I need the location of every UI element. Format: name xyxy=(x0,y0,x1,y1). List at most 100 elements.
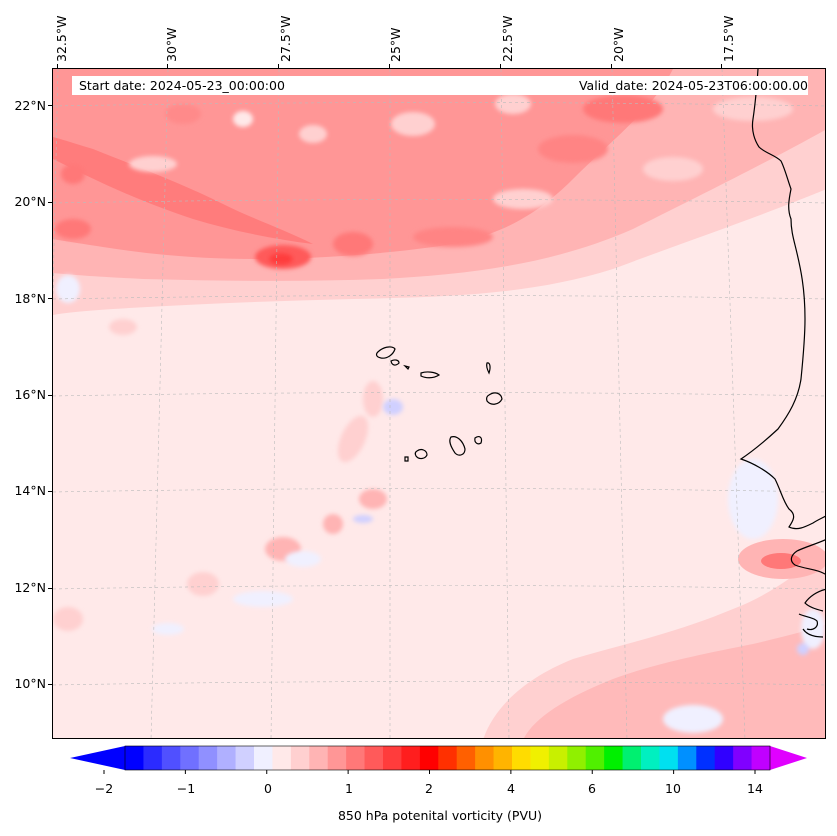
cbar-tick-0: 0 xyxy=(264,781,272,796)
lat-tick-14n xyxy=(48,491,52,492)
island-santiago xyxy=(449,436,466,456)
colorbar-cell xyxy=(696,746,716,770)
pv-band-southeast-core xyxy=(524,624,825,738)
island-santo-antao xyxy=(375,346,396,359)
colorbar-cell xyxy=(217,746,237,770)
colorbar-cell xyxy=(346,746,366,770)
cbar-tick-4: 4 xyxy=(507,781,515,796)
island-brava xyxy=(404,456,409,462)
colorbar-cell xyxy=(198,746,218,770)
colorbar-cell xyxy=(125,746,144,770)
colorbar-cell xyxy=(493,746,513,770)
colorbar-cell xyxy=(364,746,384,770)
cbar-tick-neg1: −1 xyxy=(176,781,196,796)
colorbar-title: 850 hPa potenital vorticity (PVU) xyxy=(337,808,543,823)
lat-label-20n: 20°N xyxy=(14,194,46,209)
island-sal xyxy=(486,362,491,375)
colorbar-cell xyxy=(290,746,310,770)
cbar-tick-10: 10 xyxy=(665,781,681,796)
pv-patches-north xyxy=(55,94,793,269)
colorbar-cell xyxy=(143,746,163,770)
lon-tick-22-5w xyxy=(500,64,501,68)
pv-field-map xyxy=(53,69,825,738)
colorbar-cell xyxy=(401,746,421,770)
colorbar-cell xyxy=(309,746,329,770)
lon-tick-27-5w xyxy=(278,64,279,68)
lon-label-27-5w: 27.5°W xyxy=(278,15,293,62)
pv-coast-core xyxy=(761,553,801,569)
lat-tick-10n xyxy=(48,684,52,685)
start-date-label: Start date: 2024-05-23_00:00:00 xyxy=(79,78,285,93)
lon-label-30w: 30°W xyxy=(164,27,179,62)
lat-label-14n: 14°N xyxy=(14,483,46,498)
island-maio xyxy=(474,436,483,445)
colorbar-extend-max xyxy=(770,746,807,770)
colorbar-cell xyxy=(641,746,660,770)
colorbar-cell xyxy=(419,746,439,770)
island-santa-luzia xyxy=(403,364,410,371)
island-sao-nicolau xyxy=(420,371,441,379)
colorbar-cell xyxy=(677,746,697,770)
lon-label-20w: 20°W xyxy=(611,27,626,62)
cbar-tick-neg2: −2 xyxy=(94,781,114,796)
colorbar-cell xyxy=(254,746,273,770)
colorbar-cell xyxy=(235,746,255,770)
lon-tick-32-5w xyxy=(57,64,58,68)
colorbar-cell xyxy=(714,746,734,770)
lat-tick-20n xyxy=(48,202,52,203)
gridlines xyxy=(53,69,825,738)
colorbar-cell xyxy=(438,746,458,770)
colorbar-cell xyxy=(733,746,753,770)
lat-tick-22n xyxy=(48,105,52,106)
colorbar-ticks xyxy=(103,770,756,774)
cape-verde-islands xyxy=(375,346,503,462)
island-boa-vista xyxy=(486,392,503,405)
colorbar-cell xyxy=(475,746,495,770)
lat-label-22n: 22°N xyxy=(14,98,46,113)
colorbar-cells xyxy=(125,746,771,770)
colorbar-cell xyxy=(327,746,347,770)
island-fogo xyxy=(414,449,428,460)
lon-tick-30w xyxy=(167,64,168,68)
colorbar-cell xyxy=(585,746,605,770)
date-info-box xyxy=(72,76,808,95)
colorbar xyxy=(70,745,807,774)
lat-label-12n: 12°N xyxy=(14,580,46,595)
lat-tick-16n xyxy=(48,395,52,396)
pv-filaments-central xyxy=(53,275,387,631)
map-panel xyxy=(52,68,826,739)
colorbar-cell xyxy=(622,746,642,770)
lat-label-18n: 18°N xyxy=(14,291,46,306)
colorbar-cell xyxy=(659,746,679,770)
lon-tick-25w xyxy=(389,64,390,68)
colorbar-cell xyxy=(180,746,200,770)
colorbar-outline xyxy=(124,745,771,771)
lon-label-25w: 25°W xyxy=(388,27,403,62)
lon-tick-20w xyxy=(611,64,612,68)
colorbar-cell xyxy=(530,746,550,770)
pv-band-north-inner xyxy=(53,137,313,244)
lon-label-17-5w: 17.5°W xyxy=(721,15,736,62)
valid-date-label: Valid_date: 2024-05-23T06:00:00.00 xyxy=(578,78,808,93)
lon-label-32-5w: 32.5°W xyxy=(54,15,69,62)
colorbar-cell xyxy=(512,746,531,770)
lon-tick-17-5w xyxy=(721,64,722,68)
colorbar-cell xyxy=(604,746,624,770)
colorbar-extend-min xyxy=(70,746,125,770)
africa-coastline-south xyxy=(790,539,825,638)
cbar-tick-1: 1 xyxy=(345,781,353,796)
colorbar-cell xyxy=(161,746,181,770)
lat-label-10n: 10°N xyxy=(14,676,46,691)
cbar-tick-14: 14 xyxy=(747,781,763,796)
colorbar-cell xyxy=(383,746,402,770)
island-sao-vicente xyxy=(390,359,400,366)
colorbar-cell xyxy=(567,746,587,770)
colorbar-cell xyxy=(456,746,476,770)
cbar-tick-6: 6 xyxy=(588,781,596,796)
colorbar-cell xyxy=(272,746,292,770)
cbar-tick-2: 2 xyxy=(425,781,433,796)
colorbar-cell xyxy=(548,746,568,770)
africa-coastline xyxy=(739,69,825,530)
lat-tick-18n xyxy=(48,298,52,299)
colorbar-cell xyxy=(751,746,771,770)
